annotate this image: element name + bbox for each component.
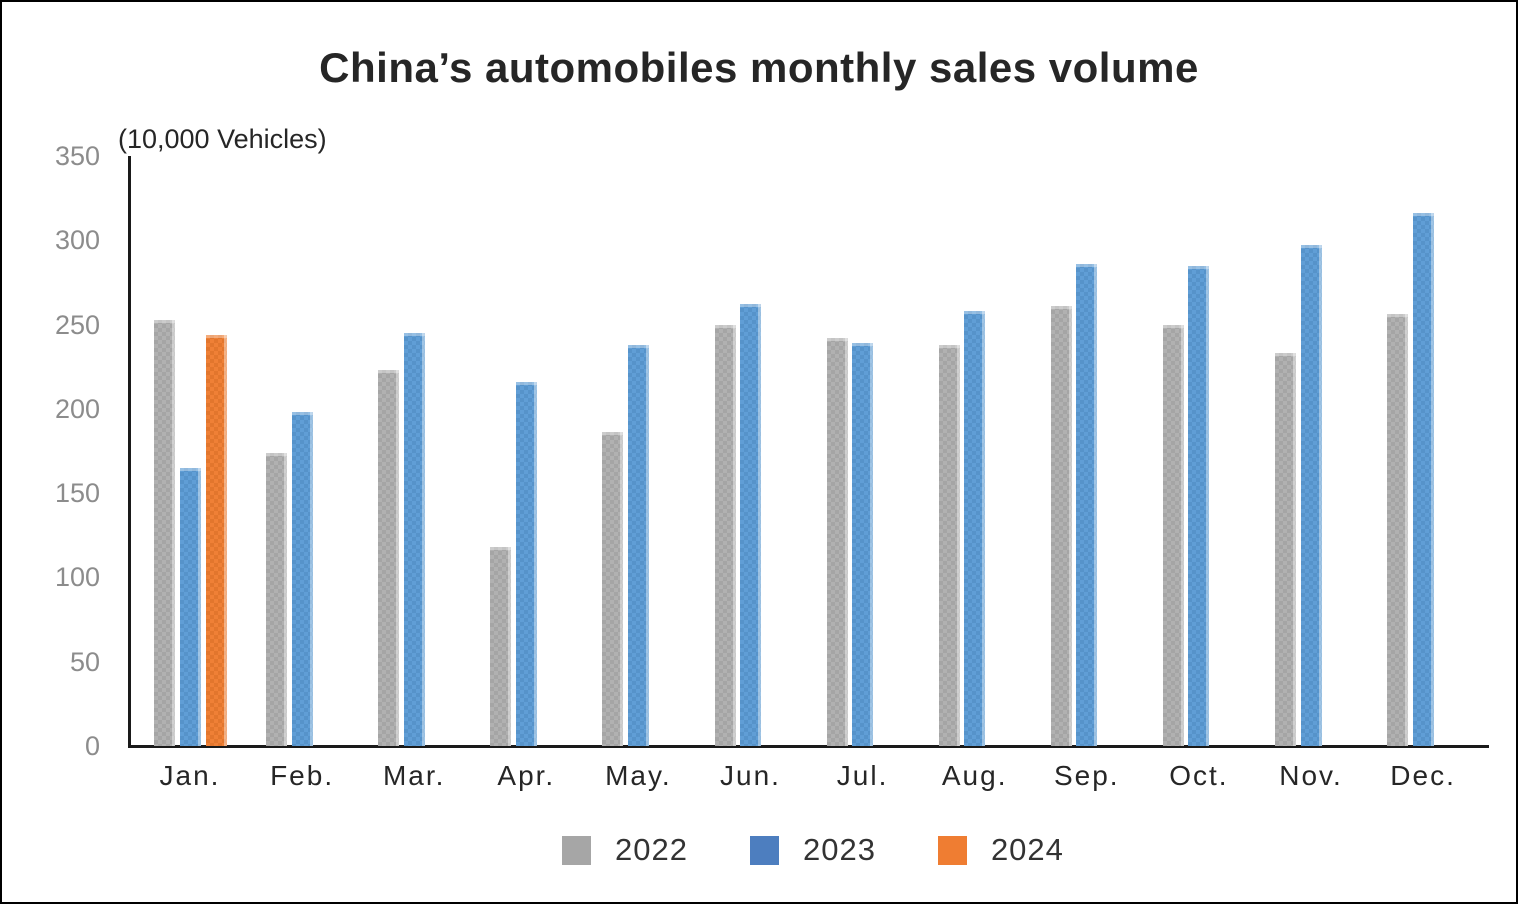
- x-tick-label-oct: Oct.: [1169, 760, 1229, 791]
- y-tick-label-100: 100: [54, 562, 100, 593]
- legend-label-2022: 2022: [615, 832, 688, 867]
- bar-2022-jul: [826, 338, 848, 746]
- bar-2022-sep: [1050, 306, 1072, 746]
- bar-2022-mar: [378, 370, 400, 746]
- y-tick-label-200: 200: [54, 393, 100, 424]
- bar-2022-aug: [938, 344, 960, 746]
- bar-2023-mar: [403, 333, 425, 746]
- y-tick-label-0: 0: [84, 731, 100, 761]
- legend-swatch-2023: [749, 835, 779, 865]
- y-tick-label-250: 250: [54, 309, 100, 340]
- x-tick-label-nov: Nov.: [1279, 760, 1343, 791]
- bar-2022-feb: [266, 452, 288, 746]
- bar-2024-jan: [205, 334, 227, 746]
- legend-item-2023: 2023: [749, 832, 876, 868]
- y-tick-label-150: 150: [54, 478, 100, 509]
- bar-2023-may: [627, 344, 649, 746]
- bar-2022-jun: [714, 324, 736, 746]
- x-tick-label-jan: Jan.: [159, 760, 221, 791]
- legend-label-2024: 2024: [990, 832, 1064, 867]
- y-tick-label-300: 300: [54, 225, 100, 256]
- bar-2023-jul: [852, 343, 874, 746]
- bar-2023-dec: [1412, 213, 1434, 746]
- x-tick-label-aug: Aug.: [941, 760, 1008, 791]
- bar-2023-nov: [1300, 245, 1322, 746]
- legend-item-2022: 2022: [562, 832, 688, 868]
- x-tick-label-jul: Jul.: [836, 760, 889, 791]
- bar-2022-dec: [1387, 314, 1409, 746]
- bar-2023-jan: [179, 467, 201, 746]
- bar-2023-feb: [291, 412, 313, 746]
- x-tick-label-mar: Mar.: [382, 760, 446, 791]
- y-tick-label-350: 350: [54, 141, 100, 171]
- x-tick-label-dec: Dec.: [1390, 760, 1456, 791]
- x-tick-label-jun: Jun.: [720, 760, 781, 791]
- y-axis-unit-label: (10,000 Vehicles): [118, 124, 327, 154]
- y-tick-label-50: 50: [69, 646, 100, 677]
- bar-2023-jun: [740, 304, 761, 746]
- legend-item-2024: 2024: [937, 832, 1064, 868]
- x-tick-label-may: May.: [605, 760, 672, 791]
- x-tick-label-sep: Sep.: [1053, 760, 1120, 791]
- bar-2022-may: [602, 432, 624, 746]
- y-axis-line: [128, 156, 131, 748]
- bar-2022-jan: [154, 319, 175, 746]
- legend-swatch-2022: [562, 835, 591, 865]
- x-axis-line: [128, 745, 1489, 748]
- bar-2022-nov: [1275, 353, 1296, 746]
- legend: 2022 2023 2024: [562, 832, 1064, 868]
- bar-2023-oct: [1188, 265, 1210, 746]
- bar-2023-apr: [515, 381, 537, 746]
- bar-2023-sep: [1076, 263, 1098, 746]
- x-tick-label-apr: Apr.: [497, 760, 556, 791]
- legend-swatch-2024: [937, 835, 967, 865]
- bar-2022-apr: [490, 547, 512, 746]
- bar-2023-aug: [964, 311, 986, 746]
- x-tick-label-feb: Feb.: [270, 760, 335, 791]
- chart-title: China’s automobiles monthly sales volume: [319, 44, 1199, 91]
- legend-label-2023: 2023: [802, 832, 876, 867]
- bar-2022-oct: [1162, 324, 1184, 746]
